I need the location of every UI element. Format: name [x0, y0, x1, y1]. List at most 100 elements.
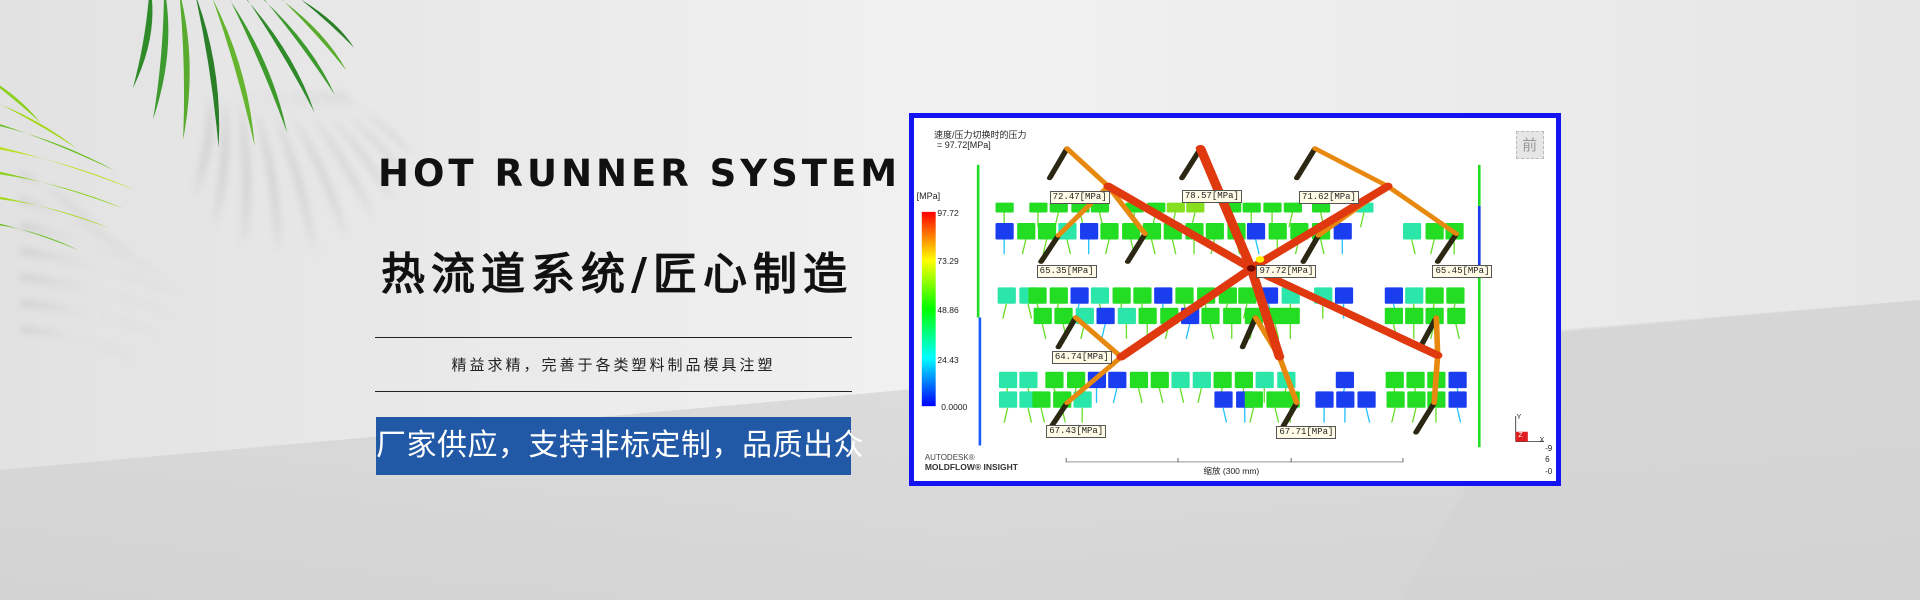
cavity-part — [995, 202, 1014, 213]
runner-pipe — [1072, 315, 1125, 360]
cavity-feeder — [1112, 388, 1118, 403]
probe-label: 78.57[MPa] — [1181, 189, 1242, 203]
result-title: 速度/压力切换时的压力 — [933, 129, 1027, 140]
palm-leaflet — [0, 223, 79, 251]
palm-leaflet-shadow — [336, 90, 415, 158]
runner-pipe — [1116, 264, 1257, 361]
runner-pipe — [1433, 315, 1441, 358]
runner-simulation-graphic — [921, 144, 1544, 463]
headline-english: HOT RUNNER SYSTEM — [378, 152, 902, 195]
palm-leaflet — [153, 0, 169, 120]
palm-leaflet — [196, 0, 220, 148]
cavity-part — [1335, 371, 1354, 389]
cavity-feeder — [1197, 388, 1203, 403]
cavity-feeder — [1179, 388, 1185, 403]
result-value: = 97.72[MPa] — [936, 139, 991, 150]
palm-leaflet-shadow — [20, 222, 176, 281]
cavity-feeder — [1254, 239, 1260, 255]
cavity-part — [1067, 371, 1086, 389]
runner-pipe — [1055, 315, 1079, 350]
palm-leaflet-shadow — [280, 90, 348, 243]
cavity-part — [1402, 223, 1422, 240]
cavity-part — [1425, 287, 1444, 304]
cavity-part — [1029, 202, 1048, 213]
palm-leaflet-shadow — [20, 196, 137, 259]
scale-bar — [1065, 458, 1404, 463]
rotation-value: -0 — [1545, 466, 1553, 476]
runner-pipe — [1124, 231, 1148, 264]
cavity-part — [995, 223, 1014, 240]
cavity-part — [1100, 223, 1119, 240]
palm-leaflet-shadow — [20, 274, 185, 319]
legend-unit: [MPa] — [916, 191, 941, 202]
supply-badge: 厂家供应，支持非标定制，品质出众 — [376, 417, 864, 475]
cavity-part — [1186, 202, 1205, 213]
cavity-feeder — [1158, 388, 1164, 403]
headline-chinese: 热流道系统/匠心制造 — [380, 249, 854, 300]
palm-leaflet-shadow — [252, 90, 280, 258]
legend-tick: 73.29 — [937, 256, 959, 267]
palm-leaflet-shadow — [20, 248, 197, 301]
cavity-part — [1201, 307, 1220, 325]
legend-tick: 24.43 — [937, 354, 959, 365]
cavity-part — [1357, 391, 1376, 408]
cavity-feeder — [1274, 407, 1280, 423]
front-view-button[interactable]: 前 — [1515, 131, 1544, 160]
rotation-value: -9 — [1545, 443, 1553, 453]
cavity-part — [1033, 307, 1052, 325]
palm-leaves-decoration — [0, 0, 355, 251]
cavity-part — [1028, 287, 1047, 304]
runner-pipe — [1312, 146, 1391, 189]
runner-pipe — [1417, 315, 1440, 350]
cavity-part — [1058, 223, 1077, 240]
cavity-part — [1281, 307, 1300, 325]
cavity-part — [1205, 223, 1224, 240]
cavity-part — [1268, 223, 1287, 240]
cavity-part — [1133, 287, 1152, 304]
cavity-feeder — [1171, 239, 1177, 255]
palm-leaflet-shadow — [238, 90, 250, 250]
cavity-feeder — [1222, 407, 1228, 423]
runner-pipe — [1064, 354, 1125, 406]
palm-leaflet-shadow — [213, 90, 229, 230]
cavity-feeder — [1066, 239, 1072, 255]
cavity-part — [1333, 223, 1352, 240]
palm-leaflet-shadow — [20, 326, 139, 361]
cavity-part — [998, 371, 1018, 389]
tagline: 精益求精，完善于各类塑料制品模具注塑 — [451, 356, 776, 374]
cavity-part — [1234, 371, 1253, 389]
cavity-part — [1214, 391, 1233, 408]
palm-leaflet-shadow — [20, 170, 101, 233]
cavity-part — [1090, 202, 1110, 213]
cavity-feeder — [1027, 303, 1033, 319]
divider-bottom — [375, 391, 852, 392]
axis-triad-icon — [1515, 416, 1544, 442]
runner-pipe — [1384, 184, 1460, 236]
axis-y-label: Y — [1516, 414, 1522, 422]
divider-top — [375, 337, 852, 338]
cavity-feeder — [1319, 239, 1325, 255]
cavity-part — [1045, 371, 1064, 389]
cavity-part — [1406, 371, 1425, 389]
palm-leaflet-shadow — [308, 90, 395, 205]
cavity-part — [998, 391, 1018, 408]
palm-leaflet — [0, 171, 125, 209]
runner-pipe — [1179, 146, 1204, 181]
runner-pipe — [1239, 315, 1259, 350]
runner-pipe — [1434, 231, 1460, 264]
runner-pipe — [1195, 144, 1257, 272]
cavity-part — [1315, 391, 1334, 408]
sprue-point — [1246, 265, 1256, 272]
cavity-part — [1407, 391, 1426, 408]
axis-z-label: Z — [1518, 432, 1523, 440]
autodesk-brand: AUTODESK® — [924, 452, 975, 462]
scale-label: 缩放 (300 mm) — [1203, 466, 1260, 477]
cavity-part — [1129, 371, 1149, 389]
cavity-part — [1080, 223, 1099, 240]
probe-label: 97.72[MPa] — [1256, 265, 1317, 279]
cavity-part — [1192, 371, 1211, 389]
cavity-part — [1096, 307, 1115, 325]
palm-leaflet — [0, 146, 137, 191]
cavity-part — [1448, 371, 1467, 389]
runner-pipe — [1278, 400, 1300, 432]
